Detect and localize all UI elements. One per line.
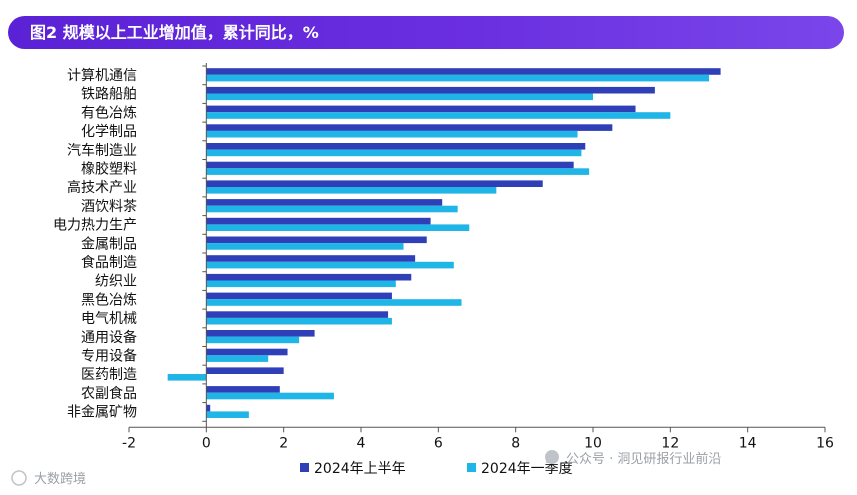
category-label: 电力热力生产 [53, 218, 137, 234]
bar-h1-2024 [206, 386, 280, 393]
axis-group: 计算机通信铁路船舶有色冶炼化学制品汽车制造业橡胶塑料高技术产业酒饮料茶电力热力生… [53, 63, 834, 451]
bar-h1-2024 [206, 236, 427, 244]
category-label: 金属制品 [81, 236, 137, 252]
category-label: 铁路船舶 [81, 87, 137, 103]
category-label: 化学制品 [81, 124, 137, 140]
x-tick-label: -2 [122, 435, 136, 451]
category-label: 有色冶炼 [81, 104, 137, 121]
category-label: 黑色冶炼 [81, 291, 137, 308]
chart-title-bar: 图2 规模以上工业增加值，累计同比，% [8, 16, 844, 49]
category-label: 汽车制造业 [67, 142, 137, 159]
bar-h1-2024 [206, 68, 721, 75]
bar-q1-2024 [206, 205, 458, 213]
bar-q1-2024 [206, 243, 404, 250]
bar-q1-2024 [206, 411, 249, 418]
bar-h1-2024 [206, 311, 389, 318]
bar-h1-2024 [206, 124, 613, 131]
bar-q1-2024 [206, 261, 454, 269]
bar-h1-2024 [206, 143, 586, 150]
bar-h1-2024 [206, 161, 574, 169]
bar-h1-2024 [206, 255, 416, 262]
watermark-right: 公众号 · 洞见研报行业前沿 [566, 451, 721, 467]
bar-q1-2024 [206, 355, 269, 362]
legend-swatch [300, 463, 309, 472]
bar-q1-2024 [206, 74, 710, 82]
x-tick-label: 6 [434, 435, 443, 451]
bars-group [167, 68, 721, 418]
bar-q1-2024 [206, 392, 334, 400]
bar-q1-2024 [206, 299, 462, 306]
bar-q1-2024 [206, 112, 671, 119]
bar-h1-2024 [206, 367, 284, 374]
x-tick-label: 4 [357, 435, 366, 451]
x-tick-label: 2 [279, 435, 288, 451]
category-label: 专用设备 [81, 348, 137, 365]
bar-q1-2024 [206, 224, 470, 231]
category-label: 农副食品 [81, 385, 137, 402]
bar-h1-2024 [206, 330, 315, 337]
category-label: 通用设备 [81, 329, 137, 346]
bar-h1-2024 [206, 180, 543, 187]
watermarks: 大数跨境 公众号 · 洞见研报行业前沿 [11, 450, 721, 487]
bar-h1-2024 [206, 404, 211, 412]
wechat-icon [545, 450, 559, 464]
category-label: 医药制造 [81, 367, 137, 383]
category-label: 纺织业 [95, 274, 137, 290]
bar-h1-2024 [206, 273, 412, 281]
bar-q1-2024 [167, 374, 207, 381]
category-label: 橡胶塑料 [81, 161, 137, 178]
bar-q1-2024 [206, 317, 392, 325]
bar-q1-2024 [206, 168, 590, 175]
x-tick-label: 12 [661, 435, 679, 451]
bar-q1-2024 [206, 187, 497, 194]
bar-q1-2024 [206, 93, 594, 101]
bar-q1-2024 [206, 130, 578, 138]
x-tick-label: 0 [202, 435, 211, 451]
category-label: 计算机通信 [67, 68, 137, 84]
x-tick-label: 16 [816, 435, 834, 451]
x-tick-label: 8 [511, 435, 520, 451]
x-tick-label: 10 [584, 435, 602, 451]
chart-title: 图2 规模以上工业增加值，累计同比，% [30, 23, 319, 42]
legend-swatch [467, 463, 476, 472]
bar-h1-2024 [206, 86, 655, 94]
category-label: 非金属矿物 [67, 405, 137, 421]
watermark-logo-icon [11, 470, 27, 486]
bar-h1-2024 [206, 292, 392, 300]
bar-q1-2024 [206, 149, 582, 157]
bar-q1-2024 [206, 280, 396, 288]
legend-label: 2024年一季度 [481, 461, 573, 477]
category-label: 电气机械 [81, 311, 137, 327]
bar-h1-2024 [206, 348, 288, 356]
category-label: 食品制造 [81, 254, 137, 271]
category-label: 酒饮料茶 [81, 199, 137, 215]
bar-h1-2024 [206, 105, 636, 113]
bar-h1-2024 [206, 217, 431, 225]
legend: 2024年上半年 2024年一季度 [300, 461, 573, 477]
x-tick-label: 14 [739, 435, 757, 451]
bar-q1-2024 [206, 336, 300, 344]
watermark-left: 大数跨境 [34, 472, 86, 487]
bar-h1-2024 [206, 199, 443, 206]
category-label: 高技术产业 [67, 179, 137, 196]
legend-label: 2024年上半年 [314, 461, 406, 477]
